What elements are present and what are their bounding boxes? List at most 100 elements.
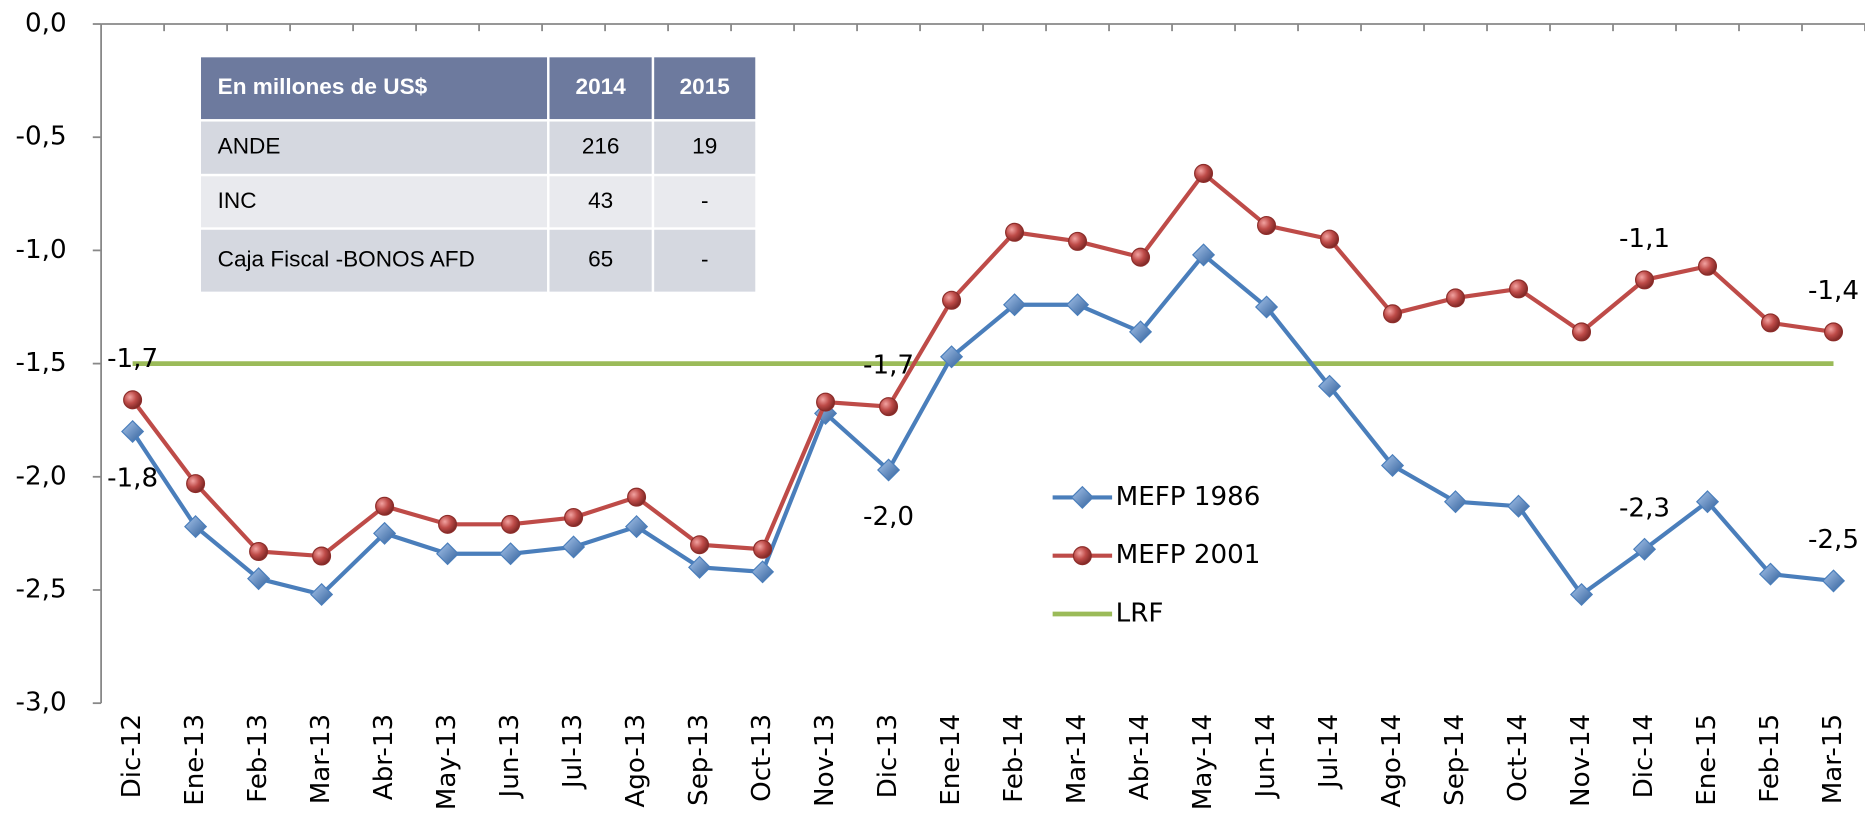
legend-marker (1072, 546, 1092, 566)
data-point (186, 474, 206, 494)
table-cell (651, 173, 758, 230)
data-point (436, 542, 460, 566)
data-point (1317, 374, 1342, 398)
table-cell (198, 54, 550, 122)
y-tick-label: 0,0 (25, 9, 67, 39)
data-point (1191, 243, 1216, 267)
x-tick-label: Mar-13 (306, 714, 336, 804)
y-tick-label: -0,5 (16, 122, 67, 152)
data-point (564, 508, 584, 528)
data-point (753, 539, 773, 559)
data-point (1634, 270, 1655, 290)
data-point (940, 345, 964, 369)
table-cell (547, 119, 655, 177)
data-point (1320, 229, 1340, 249)
x-tick-label: Ago-13 (621, 714, 651, 808)
data-point (1128, 320, 1153, 344)
table-text: 19 (692, 134, 717, 159)
data-point (1194, 163, 1214, 183)
x-tick-label: Feb-13 (243, 714, 273, 803)
data-point (1760, 313, 1781, 333)
legend-label: MEFP 2001 (1116, 540, 1261, 570)
x-tick-label: Dic-12 (117, 714, 147, 799)
data-point (1695, 490, 1720, 514)
x-tick-label: Dic-13 (873, 714, 903, 799)
data-point (1005, 222, 1025, 242)
data-point (123, 390, 143, 410)
table-text: ANDE (218, 134, 281, 159)
data-point (690, 535, 710, 555)
legend-marker (1070, 485, 1094, 509)
data-point (625, 515, 649, 539)
table-text: Caja Fiscal -BONOS AFD (218, 247, 475, 272)
table-text: 65 (588, 247, 613, 272)
data-point (1068, 231, 1088, 251)
data-point (1383, 304, 1403, 324)
table: En millones de US$ 2014 2015 ANDE 216 19 INC 43… (198, 54, 758, 295)
table-text: 216 (582, 134, 620, 159)
data-point (1443, 490, 1468, 514)
data-point (1823, 322, 1844, 342)
data-point (501, 514, 521, 534)
table-cell (198, 227, 550, 295)
data-label: -2,3 (1619, 493, 1670, 523)
y-tick-label: -2,5 (16, 574, 67, 604)
data-point (942, 290, 962, 310)
x-tick-label: Abr-13 (369, 714, 399, 800)
data-point (1380, 453, 1405, 478)
data-point (499, 542, 523, 566)
x-tick-label: Ene-15 (1692, 714, 1722, 806)
data-point (373, 521, 397, 545)
data-point (751, 560, 775, 584)
legend-label: MEFP 1986 (1116, 482, 1261, 512)
data-point (1572, 322, 1592, 342)
data-point (879, 397, 899, 417)
data-point (1506, 494, 1531, 518)
x-tick-label: Ene-14 (936, 714, 966, 806)
x-tick-label: Nov-13 (810, 714, 840, 807)
x-tick-label: Abr-14 (1125, 714, 1155, 800)
data-label: -1,8 (107, 464, 158, 494)
data-point (438, 514, 458, 534)
x-tick-label: Jun-13 (495, 714, 525, 800)
x-tick-label: Mar-14 (1062, 714, 1092, 804)
data-point (877, 458, 901, 482)
data-label: -2,5 (1808, 525, 1859, 555)
x-tick-label: May-14 (1188, 714, 1218, 810)
data-point (1131, 247, 1151, 267)
x-tick-label: Feb-15 (1755, 714, 1785, 803)
series-line (130, 251, 1834, 598)
data-point (1003, 293, 1027, 317)
data-label: -1,1 (1619, 224, 1670, 254)
table-text: - (701, 188, 709, 213)
table-header: 2014 (576, 74, 627, 99)
table-cell (547, 173, 655, 230)
table-cell (198, 173, 550, 230)
x-tick-label: Ene-13 (180, 714, 210, 806)
y-tick-label: -3,0 (16, 688, 67, 718)
data-label: -1,7 (863, 351, 914, 381)
data-label: -1,4 (1808, 276, 1859, 306)
x-tick-label: Dic-14 (1629, 714, 1659, 799)
data-point (1569, 582, 1594, 607)
x-tick-label: Jul-13 (558, 714, 588, 790)
x-tick-label: May-13 (432, 714, 462, 810)
table-header: En millones de US$ (218, 74, 428, 99)
y-tick-label: -1,0 (16, 235, 67, 265)
x-tick-label: Mar-15 (1818, 714, 1848, 804)
table-cell (651, 227, 758, 295)
data-label: -1,7 (107, 344, 158, 374)
data-point (1632, 537, 1657, 561)
x-tick-label: Sep-14 (1440, 714, 1470, 806)
data-point (121, 419, 145, 444)
table-text: 43 (588, 188, 613, 213)
table-header: 2015 (680, 74, 730, 99)
data-point (816, 392, 836, 412)
data-point (310, 582, 334, 607)
data-point (184, 515, 208, 539)
x-tick-label: Feb-14 (999, 714, 1029, 803)
x-tick-label: Nov-14 (1566, 714, 1596, 807)
data-point (1257, 215, 1277, 236)
data-point (312, 546, 332, 566)
